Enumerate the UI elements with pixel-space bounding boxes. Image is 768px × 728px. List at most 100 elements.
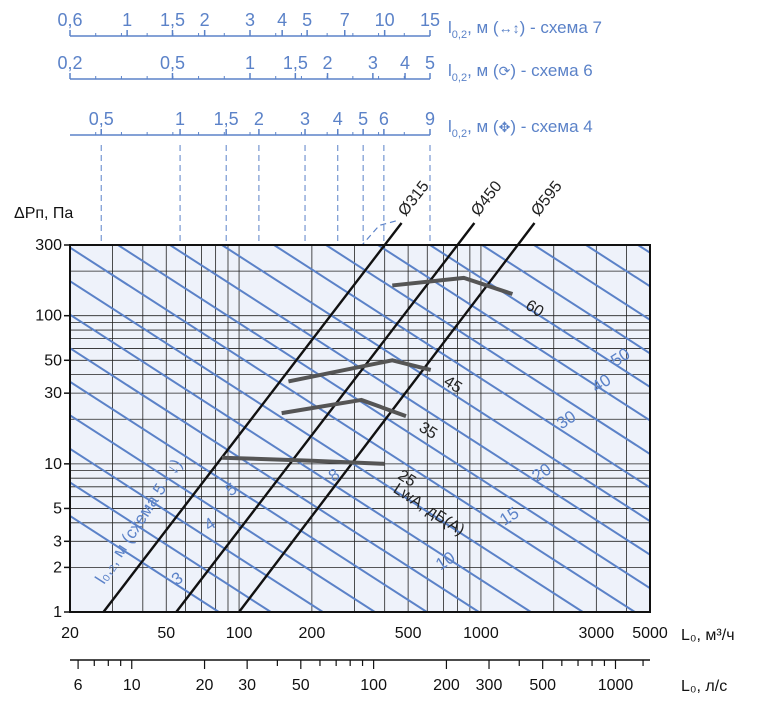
scale-tick-label: 2 xyxy=(200,10,210,30)
scale-tick-label: 0,6 xyxy=(57,10,82,30)
scale-tick-label: 0,2 xyxy=(57,53,82,73)
x-tick-label: 3000 xyxy=(579,625,615,642)
noise-level-line xyxy=(281,397,407,418)
noise-level-label: 35 xyxy=(416,419,440,443)
scale-tick-label: 5 xyxy=(425,53,435,73)
throw-line xyxy=(70,380,428,612)
x-tick-label: 1000 xyxy=(463,625,499,642)
throw-line xyxy=(429,245,650,389)
y-tick-label: 30 xyxy=(44,385,62,402)
plot-frame xyxy=(69,244,651,613)
scale-tick-label: 10 xyxy=(375,10,395,30)
x2-tick-label: 50 xyxy=(292,677,310,694)
throw-line xyxy=(533,245,650,322)
scale-legend: l0,2, м (↔↕) - схема 7 xyxy=(448,18,602,41)
scale-tick-label: 0,5 xyxy=(160,53,185,73)
throw-line xyxy=(70,447,324,612)
top-throw-scales: 0,6 1 1,5 2 3 4 5 7 10 15 l0,2, м (↔↕) - схема 70,… xyxy=(57,10,601,140)
x2-tick-label: 20 xyxy=(196,677,214,694)
throw-line xyxy=(70,481,272,612)
x2-tick-label: 200 xyxy=(433,677,460,694)
x-tick-label: 500 xyxy=(395,625,422,642)
y-tick-label: 300 xyxy=(35,237,62,254)
diameter-label: Ø315 xyxy=(395,178,433,219)
x2-tick-label: 500 xyxy=(529,677,556,694)
throw-line xyxy=(221,245,650,523)
y-axis-title: ΔPп, Па xyxy=(14,205,73,222)
throw-line xyxy=(325,245,650,456)
throw-line xyxy=(273,245,650,489)
x2-tick-label: 10 xyxy=(123,677,141,694)
noise-level-label: 25 xyxy=(395,467,419,491)
noise-level-label: 45 xyxy=(441,373,465,397)
scale-tick-label: 3 xyxy=(368,53,378,73)
x2-tick-label: 30 xyxy=(238,677,256,694)
scale-tick-label: 6 xyxy=(379,109,389,129)
throw-line xyxy=(637,245,650,254)
throw-line xyxy=(70,313,532,612)
throw-line xyxy=(70,414,376,612)
y-tick-label: 100 xyxy=(35,308,62,325)
scale-tick-label: 1,5 xyxy=(283,53,308,73)
scale-tick-label: 2 xyxy=(254,109,264,129)
throw-line xyxy=(117,245,650,590)
diameter-line xyxy=(175,222,476,613)
throw-line xyxy=(70,246,636,612)
scale-tick-label: 3 xyxy=(300,109,310,129)
grid-lines xyxy=(69,244,651,613)
throw-guide-lines xyxy=(69,145,431,579)
diameter-label: Ø595 xyxy=(528,178,566,219)
y-tick-label: 1 xyxy=(53,604,62,621)
throw-line xyxy=(481,245,650,355)
y-tick-label: 10 xyxy=(44,456,62,473)
scale-tick-label: 9 xyxy=(425,109,435,129)
scale-tick-label: 4 xyxy=(277,10,287,30)
scale-tick-label: 0,5 xyxy=(89,109,114,129)
y-tick-label: 2 xyxy=(53,559,62,576)
noise-level-label: 60 xyxy=(522,297,546,321)
x2-tick-label: 1000 xyxy=(598,677,634,694)
x-tick-label: 20 xyxy=(61,625,79,642)
axes: 20 50 100 200 500 1000 3000 5000123510305010030… xyxy=(35,237,668,694)
scale-tick-label: 1 xyxy=(175,109,185,129)
scale-tick-label: 2 xyxy=(323,53,333,73)
throw-line xyxy=(690,245,768,612)
scale-tick-label: 4 xyxy=(400,53,410,73)
noise-level-line xyxy=(221,455,385,466)
throw-line xyxy=(70,347,480,612)
throw-line xyxy=(169,245,650,556)
x2-tick-label: 300 xyxy=(476,677,503,694)
y-tick-label: 5 xyxy=(53,500,62,517)
throw-line xyxy=(70,279,584,612)
noise-level-line xyxy=(288,358,432,384)
x2-tick-label: 6 xyxy=(74,677,83,694)
scale-legend: l0,2, м (✥) - схема 4 xyxy=(448,117,593,140)
y-tick-label: 3 xyxy=(53,533,62,550)
throw-line xyxy=(70,514,220,612)
x2-axis-title: L₀, л/с xyxy=(681,678,727,695)
scale-legend: l0,2, м (⟳) - схема 6 xyxy=(448,61,593,84)
x-tick-label: 200 xyxy=(299,625,326,642)
scale-tick-label: 1 xyxy=(245,53,255,73)
diameter-line xyxy=(238,222,536,613)
plot-background xyxy=(70,245,650,612)
x-tick-label: 100 xyxy=(226,625,253,642)
x-tick-label: 50 xyxy=(157,625,175,642)
x2-tick-label: 100 xyxy=(360,677,387,694)
scale-tick-label: 15 xyxy=(420,10,440,30)
scale-tick-label: 5 xyxy=(302,10,312,30)
scale-tick-label: 1 xyxy=(122,10,132,30)
scale-tick-label: 5 xyxy=(358,109,368,129)
y-tick-label: 50 xyxy=(44,352,62,369)
scale-tick-label: 3 xyxy=(245,10,255,30)
noise-level-line xyxy=(392,275,514,296)
throw-lines xyxy=(70,245,768,612)
scale-tick-label: 7 xyxy=(340,10,350,30)
diameter-line xyxy=(102,222,403,613)
x-axis-title: L₀, м³/ч xyxy=(681,627,735,644)
scale-tick-label: 1,5 xyxy=(160,10,185,30)
scale-tick-label: 4 xyxy=(333,109,343,129)
throw-boundary-dashed xyxy=(69,219,400,579)
x-tick-label: 5000 xyxy=(632,625,668,642)
